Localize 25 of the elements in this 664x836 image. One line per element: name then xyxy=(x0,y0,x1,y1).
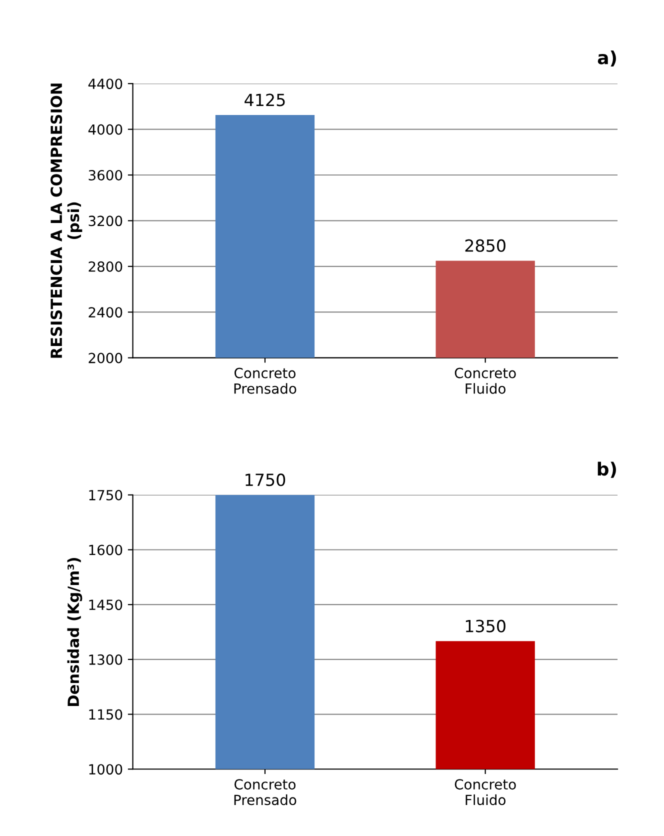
y-tick-label: 3600 xyxy=(88,170,122,180)
data-label: 1750 xyxy=(246,474,286,486)
data-label: 4125 xyxy=(244,94,285,106)
data-label: 1350 xyxy=(466,620,506,632)
x-tick-label: Concreto Fluido xyxy=(454,368,516,394)
y-tick-label: 1150 xyxy=(89,709,122,720)
y-tick-label: 2800 xyxy=(88,261,122,272)
chart-title: b) xyxy=(598,462,616,478)
data-label: 2850 xyxy=(465,239,506,252)
x-tick-label: Concreto Prensado xyxy=(234,368,296,394)
y-axis-title: Densidad (Kg/m³) xyxy=(67,558,82,706)
x-tick-label: Concreto Fluido xyxy=(454,779,516,806)
y-tick-label: 1600 xyxy=(89,544,122,556)
y-tick-label: 3200 xyxy=(88,216,122,226)
y-tick-label: 1000 xyxy=(89,764,122,775)
y-tick-label: 2400 xyxy=(88,307,122,318)
y-tick-label: 4000 xyxy=(88,124,122,135)
y-tick-label: 2000 xyxy=(88,352,122,364)
chart-title: a) xyxy=(598,50,616,67)
y-axis-title: RESISTENCIA A LA COMPRESION (psi) xyxy=(50,84,82,358)
x-tick-label: Concreto Prensado xyxy=(234,779,296,806)
y-tick-label: 1450 xyxy=(89,600,122,610)
y-tick-label: 4400 xyxy=(88,78,122,90)
y-tick-label: 1300 xyxy=(89,654,122,665)
y-tick-label: 1750 xyxy=(89,490,122,500)
